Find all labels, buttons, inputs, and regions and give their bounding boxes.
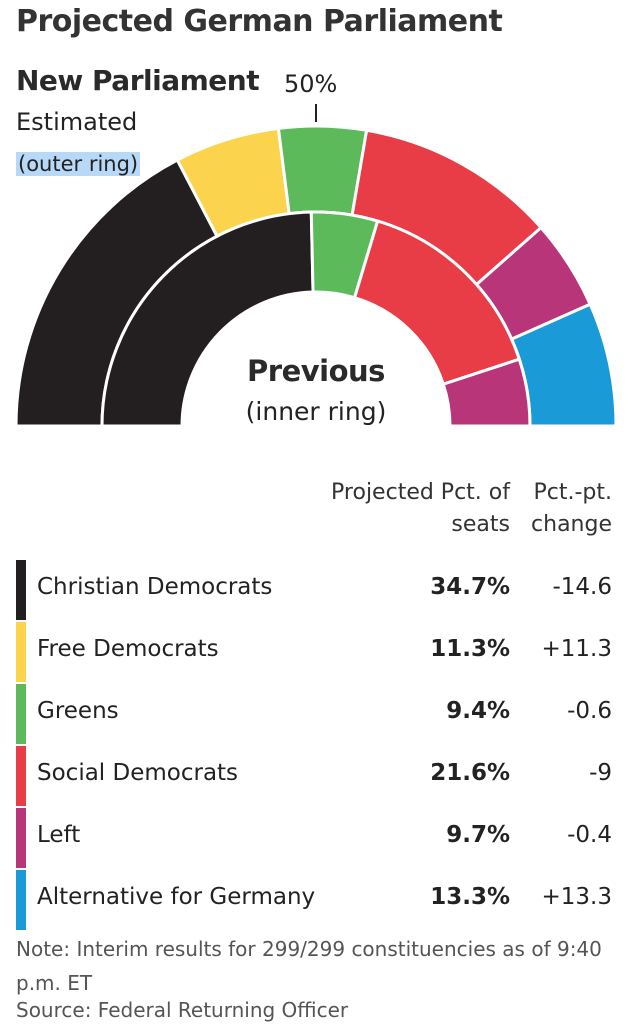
pct-point-change: -14.6 [552,574,612,600]
previous-label: Previous [247,354,385,388]
pct-point-change: -0.6 [567,698,612,724]
col-header-projected: Projected Pct. of seats [331,480,510,537]
table-row: Greens 9.4% -0.6 [16,684,612,746]
parliament-chart [14,124,618,428]
inner-ring [100,210,532,428]
party-name: Alternative for Germany [37,884,316,910]
party-swatch-spd [16,746,26,806]
party-name: Left [37,822,81,848]
party-swatch-fdp [16,622,26,682]
party-name: Free Democrats [37,636,219,662]
new-parliament-label: New Parliament [16,64,260,97]
source: Source: Federal Returning Officer [16,998,349,1022]
party-swatch-greens [16,684,26,744]
party-swatch-cdu [16,560,26,620]
outer-ring [14,124,618,428]
projected-pct: 9.7% [446,822,510,848]
party-name: Social Democrats [37,760,239,786]
projected-pct: 13.3% [430,884,510,910]
col-header-change: Pct.-pt. change [531,480,612,537]
projected-pct: 21.6% [430,760,510,786]
note: Note: Interim results for 299/299 consti… [16,937,602,995]
pct-point-change: +11.3 [541,636,612,662]
projected-pct: 11.3% [430,636,510,662]
inner-ring-label: (inner ring) [245,397,387,426]
table-row: Alternative for Germany 13.3% +13.3 [16,870,612,932]
pct-point-change: -0.4 [567,822,612,848]
table-row: Social Democrats 21.6% -9 [16,746,612,808]
pct-point-change: -9 [589,760,612,786]
projected-pct: 9.4% [446,698,510,724]
table-row: Christian Democrats 34.7% -14.6 [16,560,612,622]
estimated-label: Estimated [16,108,138,136]
chart-title: Projected German Parliament [16,4,503,39]
results-table: Christian Democrats 34.7% -14.6 Free Democr… [16,560,612,932]
fifty-percent-tick [315,104,317,122]
fifty-percent-label: 50% [284,70,338,98]
party-swatch-left [16,808,26,868]
table-row: Left 9.7% -0.4 [16,808,612,870]
inner-ring-segment-cdu [100,210,315,428]
projected-pct: 34.7% [430,574,510,600]
party-name: Greens [37,698,119,724]
outer-ring-label: (outer ring) [16,152,141,176]
inner-ring-segment-left [441,357,532,428]
table-row: Free Democrats 11.3% +11.3 [16,622,612,684]
party-swatch-afd [16,870,26,930]
pct-point-change: +13.3 [541,884,612,910]
party-name: Christian Democrats [37,574,273,600]
